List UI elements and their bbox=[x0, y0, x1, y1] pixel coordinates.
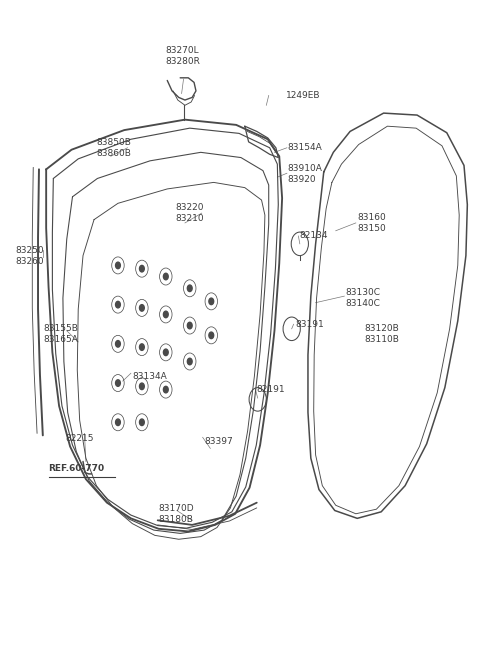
Circle shape bbox=[140, 265, 144, 272]
Text: 83910A
83920: 83910A 83920 bbox=[288, 164, 323, 184]
Text: 83155B
83165A: 83155B 83165A bbox=[44, 324, 79, 344]
Text: 1249EB: 1249EB bbox=[286, 91, 320, 100]
Circle shape bbox=[116, 301, 120, 308]
Circle shape bbox=[187, 285, 192, 291]
Circle shape bbox=[140, 344, 144, 350]
Circle shape bbox=[140, 305, 144, 311]
Text: 83250
83260: 83250 83260 bbox=[15, 246, 44, 266]
Text: 82191: 82191 bbox=[257, 385, 286, 394]
Text: 83120B
83110B: 83120B 83110B bbox=[364, 324, 399, 344]
Circle shape bbox=[163, 349, 168, 356]
Text: 83170D
83180B: 83170D 83180B bbox=[158, 504, 194, 524]
Text: 83397: 83397 bbox=[204, 438, 233, 446]
Text: 83160
83150: 83160 83150 bbox=[357, 213, 386, 233]
Circle shape bbox=[187, 322, 192, 329]
Circle shape bbox=[163, 311, 168, 318]
Text: 83220
83210: 83220 83210 bbox=[175, 203, 204, 223]
Circle shape bbox=[116, 419, 120, 426]
Text: REF.60-770: REF.60-770 bbox=[48, 464, 105, 472]
Text: 83154A: 83154A bbox=[288, 143, 323, 152]
Circle shape bbox=[187, 358, 192, 365]
Text: 82215: 82215 bbox=[65, 434, 94, 443]
Text: 83134A: 83134A bbox=[132, 372, 167, 381]
Text: 83270L
83280R: 83270L 83280R bbox=[165, 47, 200, 66]
Circle shape bbox=[116, 262, 120, 269]
Circle shape bbox=[209, 332, 214, 339]
Circle shape bbox=[116, 341, 120, 347]
Circle shape bbox=[140, 383, 144, 390]
Circle shape bbox=[116, 380, 120, 386]
Circle shape bbox=[163, 273, 168, 280]
Text: 83191: 83191 bbox=[295, 320, 324, 329]
Circle shape bbox=[209, 298, 214, 305]
Text: 83850B
83860B: 83850B 83860B bbox=[96, 138, 132, 158]
Text: 82134: 82134 bbox=[300, 231, 328, 240]
Circle shape bbox=[163, 386, 168, 393]
Circle shape bbox=[140, 419, 144, 426]
Text: 83130C
83140C: 83130C 83140C bbox=[345, 288, 380, 308]
